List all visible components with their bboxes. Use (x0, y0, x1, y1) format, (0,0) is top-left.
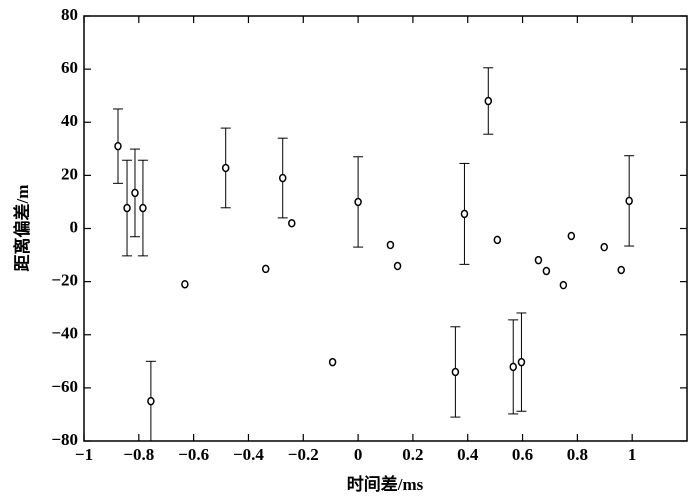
point (354, 197, 362, 207)
y-tick-label: 40 (61, 111, 78, 130)
point (625, 196, 633, 206)
x-tick-label: −1 (75, 445, 93, 464)
y-tick-label: 60 (61, 58, 78, 77)
x-tick-label: 0 (354, 445, 363, 464)
point (617, 265, 625, 275)
x-tick-label: 0.2 (402, 445, 423, 464)
point (517, 357, 526, 367)
x-tick-label: −0.6 (178, 445, 209, 464)
x-tick-label: −0.8 (123, 445, 154, 464)
point (559, 280, 568, 290)
y-tick-label: 0 (70, 217, 79, 236)
x-tick-label: 0.6 (512, 445, 533, 464)
point (393, 261, 402, 271)
y-tick-label: 20 (61, 164, 78, 183)
point (147, 396, 155, 406)
point (567, 231, 576, 241)
point (484, 96, 493, 106)
point (131, 188, 139, 198)
x-tick-label: −0.2 (288, 445, 319, 464)
point (542, 266, 551, 276)
y-tick-label: −20 (51, 271, 78, 290)
y-tick-label: −60 (51, 377, 78, 396)
point (261, 264, 270, 274)
point (123, 203, 131, 213)
point (493, 235, 502, 245)
point (181, 280, 189, 289)
plot-frame (83, 15, 688, 442)
x-tick-label: −0.4 (233, 445, 264, 464)
y-tick-label: −40 (51, 324, 78, 343)
point (278, 173, 287, 183)
point (460, 209, 469, 219)
x-tick-label: 1 (628, 445, 637, 464)
y-tick-label: −80 (51, 430, 78, 449)
point (139, 203, 147, 213)
point (288, 218, 296, 228)
x-tick-label: 0.4 (457, 445, 479, 464)
point (328, 357, 337, 367)
y-axis-label: 距离偏差/m (12, 185, 32, 272)
point (534, 255, 543, 265)
point (600, 242, 608, 252)
point (386, 240, 395, 250)
point (509, 362, 517, 372)
point (451, 367, 460, 377)
point (114, 141, 122, 151)
y-tick-label: 80 (61, 5, 78, 24)
x-tick-label: 0.8 (567, 445, 588, 464)
point (221, 163, 230, 173)
x-axis-label: 时间差/ms (347, 474, 424, 494)
